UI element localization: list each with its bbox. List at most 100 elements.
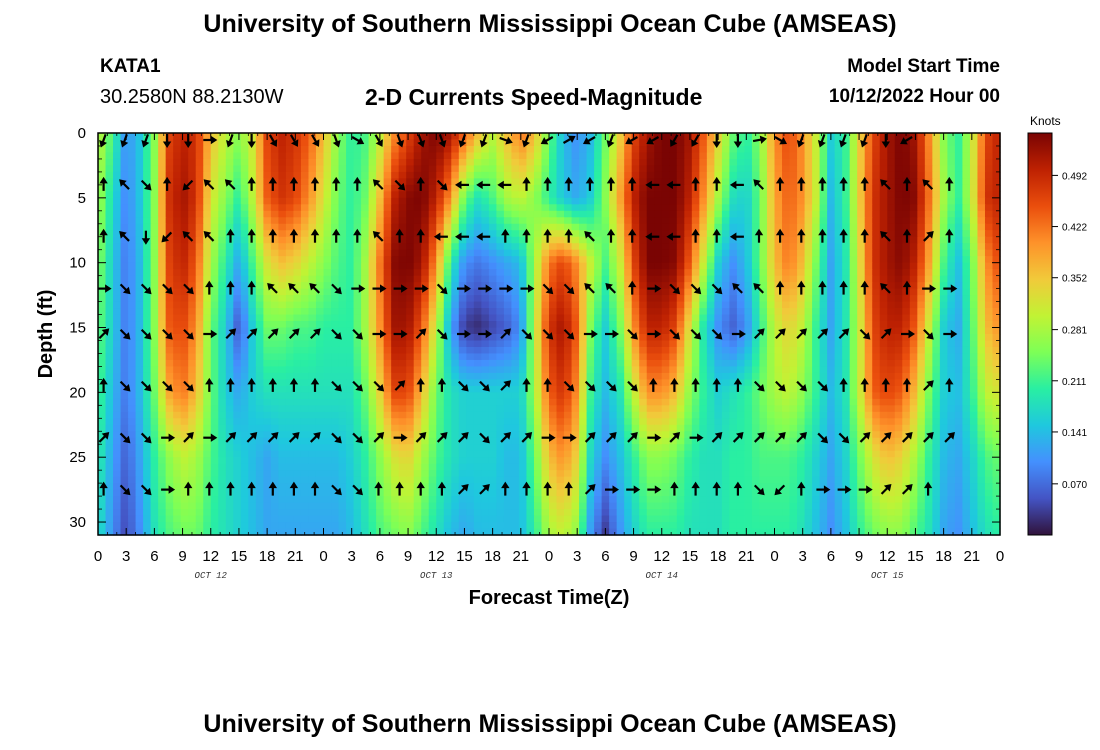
heatmap-cell [684,327,693,335]
heatmap-cell [526,392,535,400]
heatmap-cell [782,197,791,205]
heatmap-cell [361,178,370,186]
heatmap-cell [270,210,279,218]
heatmap-cell [383,178,392,186]
heatmap-cell [804,385,813,393]
heatmap-cell [135,223,144,231]
heatmap-cell [338,184,347,192]
heatmap-cell [293,204,302,212]
heatmap-cell [105,366,114,374]
heatmap-cell [398,204,407,212]
heatmap-cell [541,269,550,277]
heatmap-cell [661,236,670,244]
heatmap-cell [849,223,858,231]
heatmap-cell [639,178,648,186]
heatmap-cell [977,321,986,329]
heatmap-cell [782,366,791,374]
heatmap-cell [977,171,986,179]
heatmap-cell [736,158,746,167]
heatmap-cell [834,262,843,270]
heatmap-cell [361,165,370,173]
heatmap-cell [346,346,355,355]
heatmap-cell [654,217,663,225]
heatmap-cell [233,184,242,192]
heatmap-cell [609,223,618,231]
heatmap-cell [165,327,174,335]
heatmap-cell [518,178,528,186]
heatmap-cell [233,204,242,212]
heatmap-cell [842,392,851,400]
heatmap-cell [834,282,843,290]
heatmap-cell [98,152,107,160]
heatmap-cell [706,204,715,212]
heatmap-cell [188,379,197,387]
heatmap-cell [518,385,528,393]
heatmap-cell [368,398,377,406]
heatmap-cell [293,366,302,374]
heatmap-cell [721,158,730,167]
heatmap-cell [143,359,152,368]
heatmap-cell [601,392,610,400]
heatmap-cell [210,392,219,400]
heatmap-cell [443,385,452,393]
heatmap-cell [443,308,452,316]
heatmap-cell [481,165,490,173]
heatmap-cell [669,327,678,335]
heatmap-cell [263,314,272,322]
heatmap-cell [556,366,565,374]
heatmap-cell [98,346,107,355]
heatmap-cell [751,191,761,199]
heatmap-cell [248,262,257,270]
heatmap-cell [263,262,272,270]
heatmap-cell [864,359,873,368]
heatmap-cell [954,145,964,154]
heatmap-cell [398,262,407,270]
heatmap-cell [564,210,573,218]
heatmap-cell [984,133,994,141]
heatmap-cell [240,249,249,257]
heatmap-cell [391,256,400,264]
heatmap-cell [872,372,881,380]
heatmap-cell [406,197,415,205]
heatmap-cell [436,288,445,296]
heatmap-cell [413,133,422,141]
heatmap-cell [744,327,753,335]
chart-subtitle: 2-D Currents Speed-Magnitude [365,84,703,110]
heatmap-cell [481,288,490,296]
heatmap-cell [939,392,948,400]
heatmap-cell [421,133,430,141]
heatmap-cell [744,191,753,199]
heatmap-cell [188,366,197,374]
heatmap-cell [285,171,295,179]
heatmap-cell [413,340,422,348]
heatmap-cell [616,327,625,335]
heatmap-cell [992,133,1001,141]
heatmap-cell [714,282,723,290]
heatmap-cell [969,165,979,173]
heatmap-cell [105,275,114,283]
heatmap-cell [300,256,310,264]
heatmap-cell [263,392,272,400]
heatmap-cell [774,275,783,283]
heatmap-cell [699,165,708,173]
heatmap-cell [624,262,633,270]
heatmap-cell [113,197,122,205]
heatmap-cell [541,353,550,361]
heatmap-cell [879,327,888,335]
heatmap-cell [556,158,565,167]
heatmap-cell [872,301,881,309]
heatmap-cell [549,243,558,251]
heatmap-cell [135,275,144,283]
heatmap-cell [827,282,836,290]
heatmap-cell [518,301,528,309]
heatmap-cell [984,340,994,348]
heatmap-cell [639,366,648,374]
heatmap-cell [308,191,317,199]
heatmap-cell [466,217,475,225]
heatmap-cell [143,321,152,329]
heatmap-cell [255,288,264,296]
heatmap-cell [158,353,167,361]
heatmap-cell [203,184,212,192]
heatmap-cell [293,379,302,387]
heatmap-cell [969,359,979,368]
